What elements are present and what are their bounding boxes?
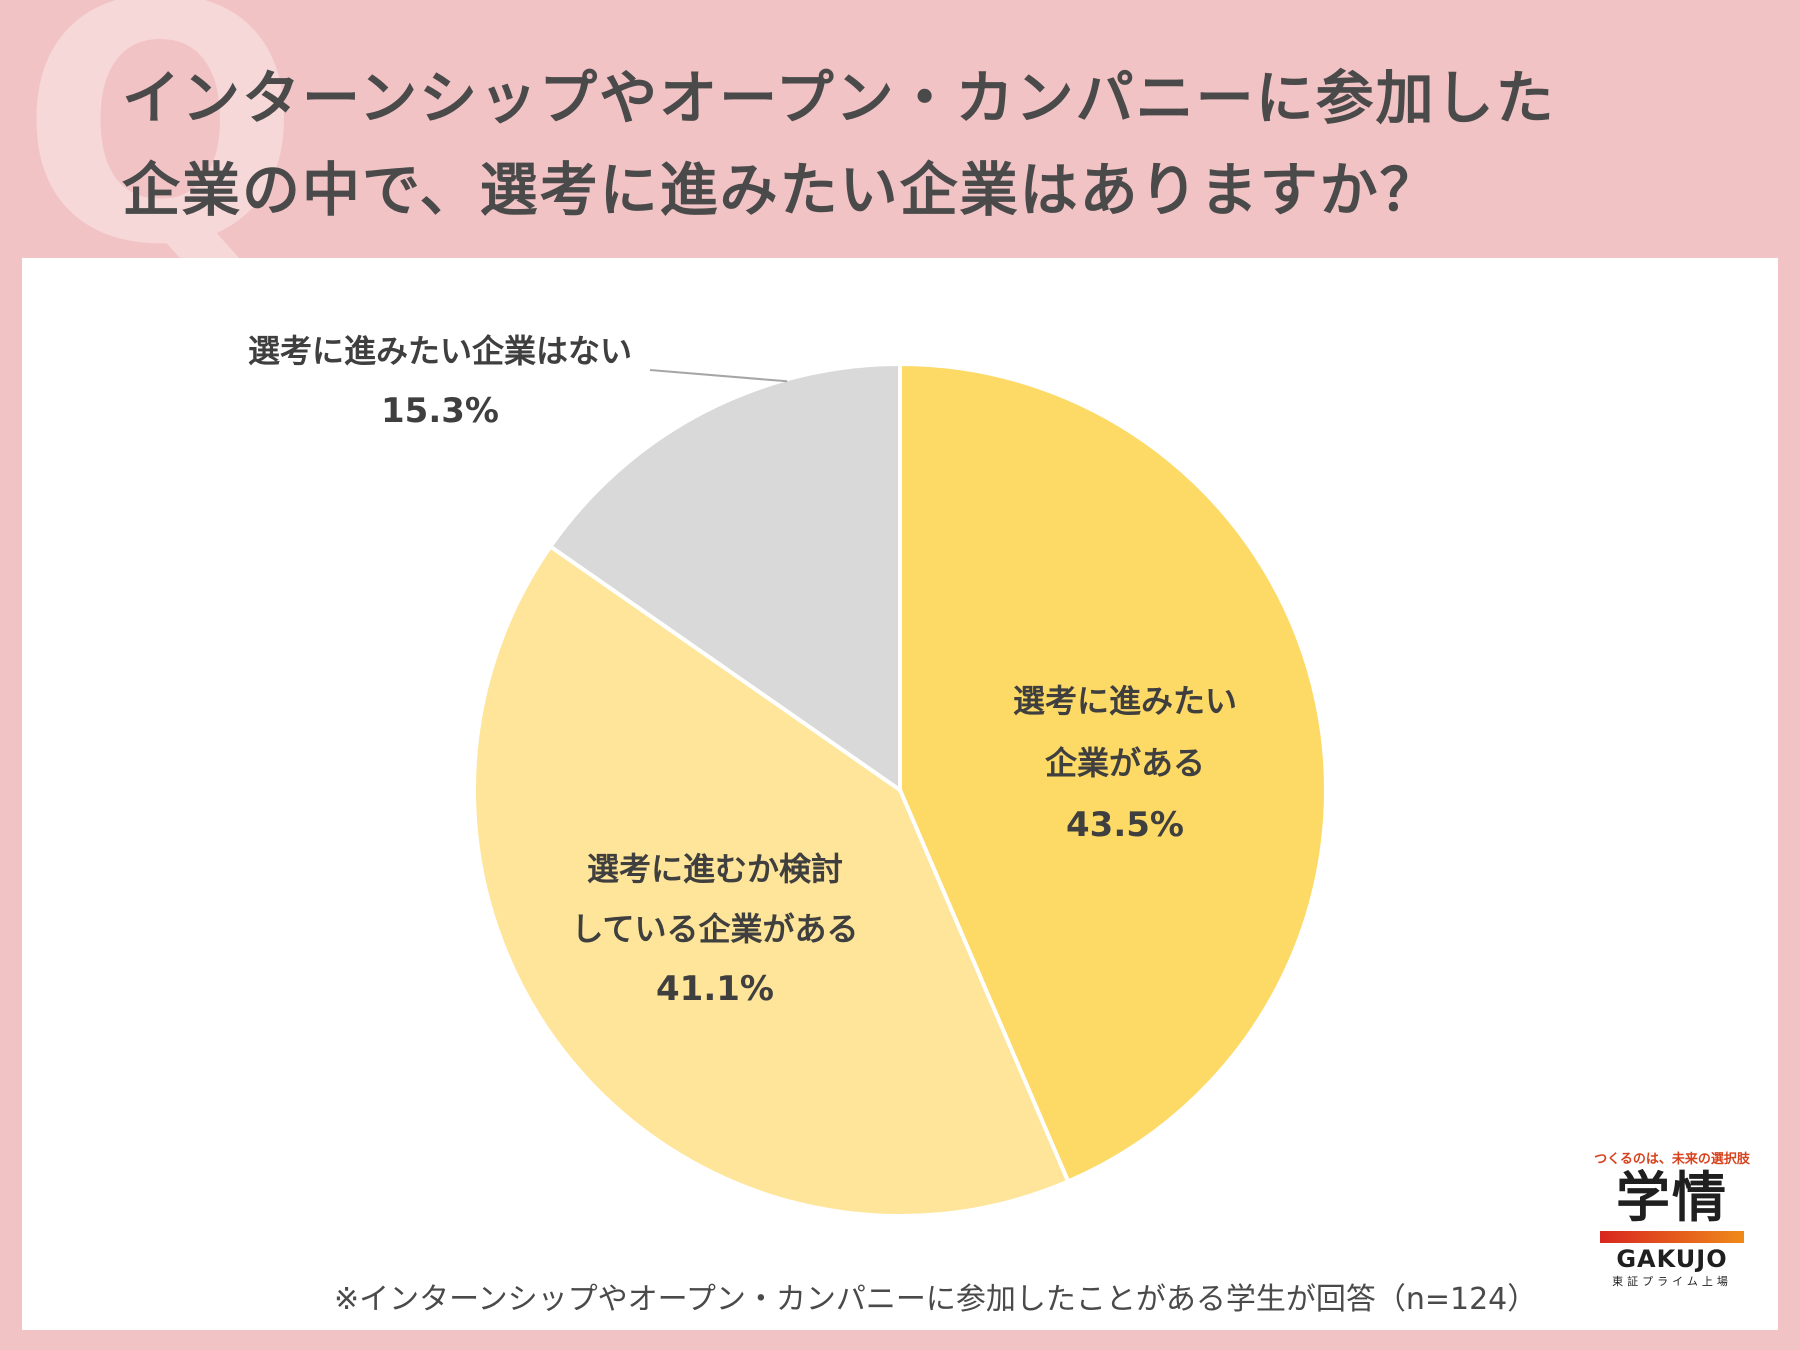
footnote: ※インターンシップやオープン・カンパニーに参加したことがある学生が回答（n=12… [334, 1282, 1538, 1317]
gakujo-logo: つくるのは、未来の選択肢 学情 GAKUJO 東証プライム上場 [1592, 1148, 1752, 1289]
slice-none [547, 361, 902, 794]
logo-english: GAKUJO [1616, 1245, 1728, 1273]
slice-category-label: 選考に進むか検討 [587, 850, 843, 888]
slice-category-label: 企業がある [1045, 744, 1205, 782]
slice-category-label: している企業がある [571, 910, 858, 948]
leader-line [649, 369, 788, 383]
question-line-1: インターンシップやオープン・カンパニーに参加した [122, 64, 1556, 132]
logo-tagline: つくるのは、未来の選択肢 [1594, 1152, 1750, 1167]
slice-value-label: 41.1% [656, 969, 774, 1009]
slice-category-label: 選考に進みたい企業はない [248, 332, 632, 370]
pie-slices [472, 361, 1328, 1218]
logo-kanji: 学情 [1616, 1166, 1728, 1229]
slice-considering [472, 543, 1071, 1218]
slice-value-label: 15.3% [381, 391, 499, 431]
logo-sub: 東証プライム上場 [1612, 1275, 1732, 1288]
question-title: インターンシップやオープン・カンパニーに参加した 企業の中で、選考に進みたい企業… [122, 52, 1762, 236]
slice-value-label: 43.5% [1066, 805, 1184, 845]
slice-want-to-proceed [898, 361, 1328, 1185]
logo-bar [1600, 1231, 1744, 1243]
question-line-2: 企業の中で、選考に進みたい企業はありますか？ [122, 156, 1440, 224]
question-q-mark: Q [20, 0, 301, 317]
slice-category-label: 選考に進みたい [1013, 682, 1237, 720]
